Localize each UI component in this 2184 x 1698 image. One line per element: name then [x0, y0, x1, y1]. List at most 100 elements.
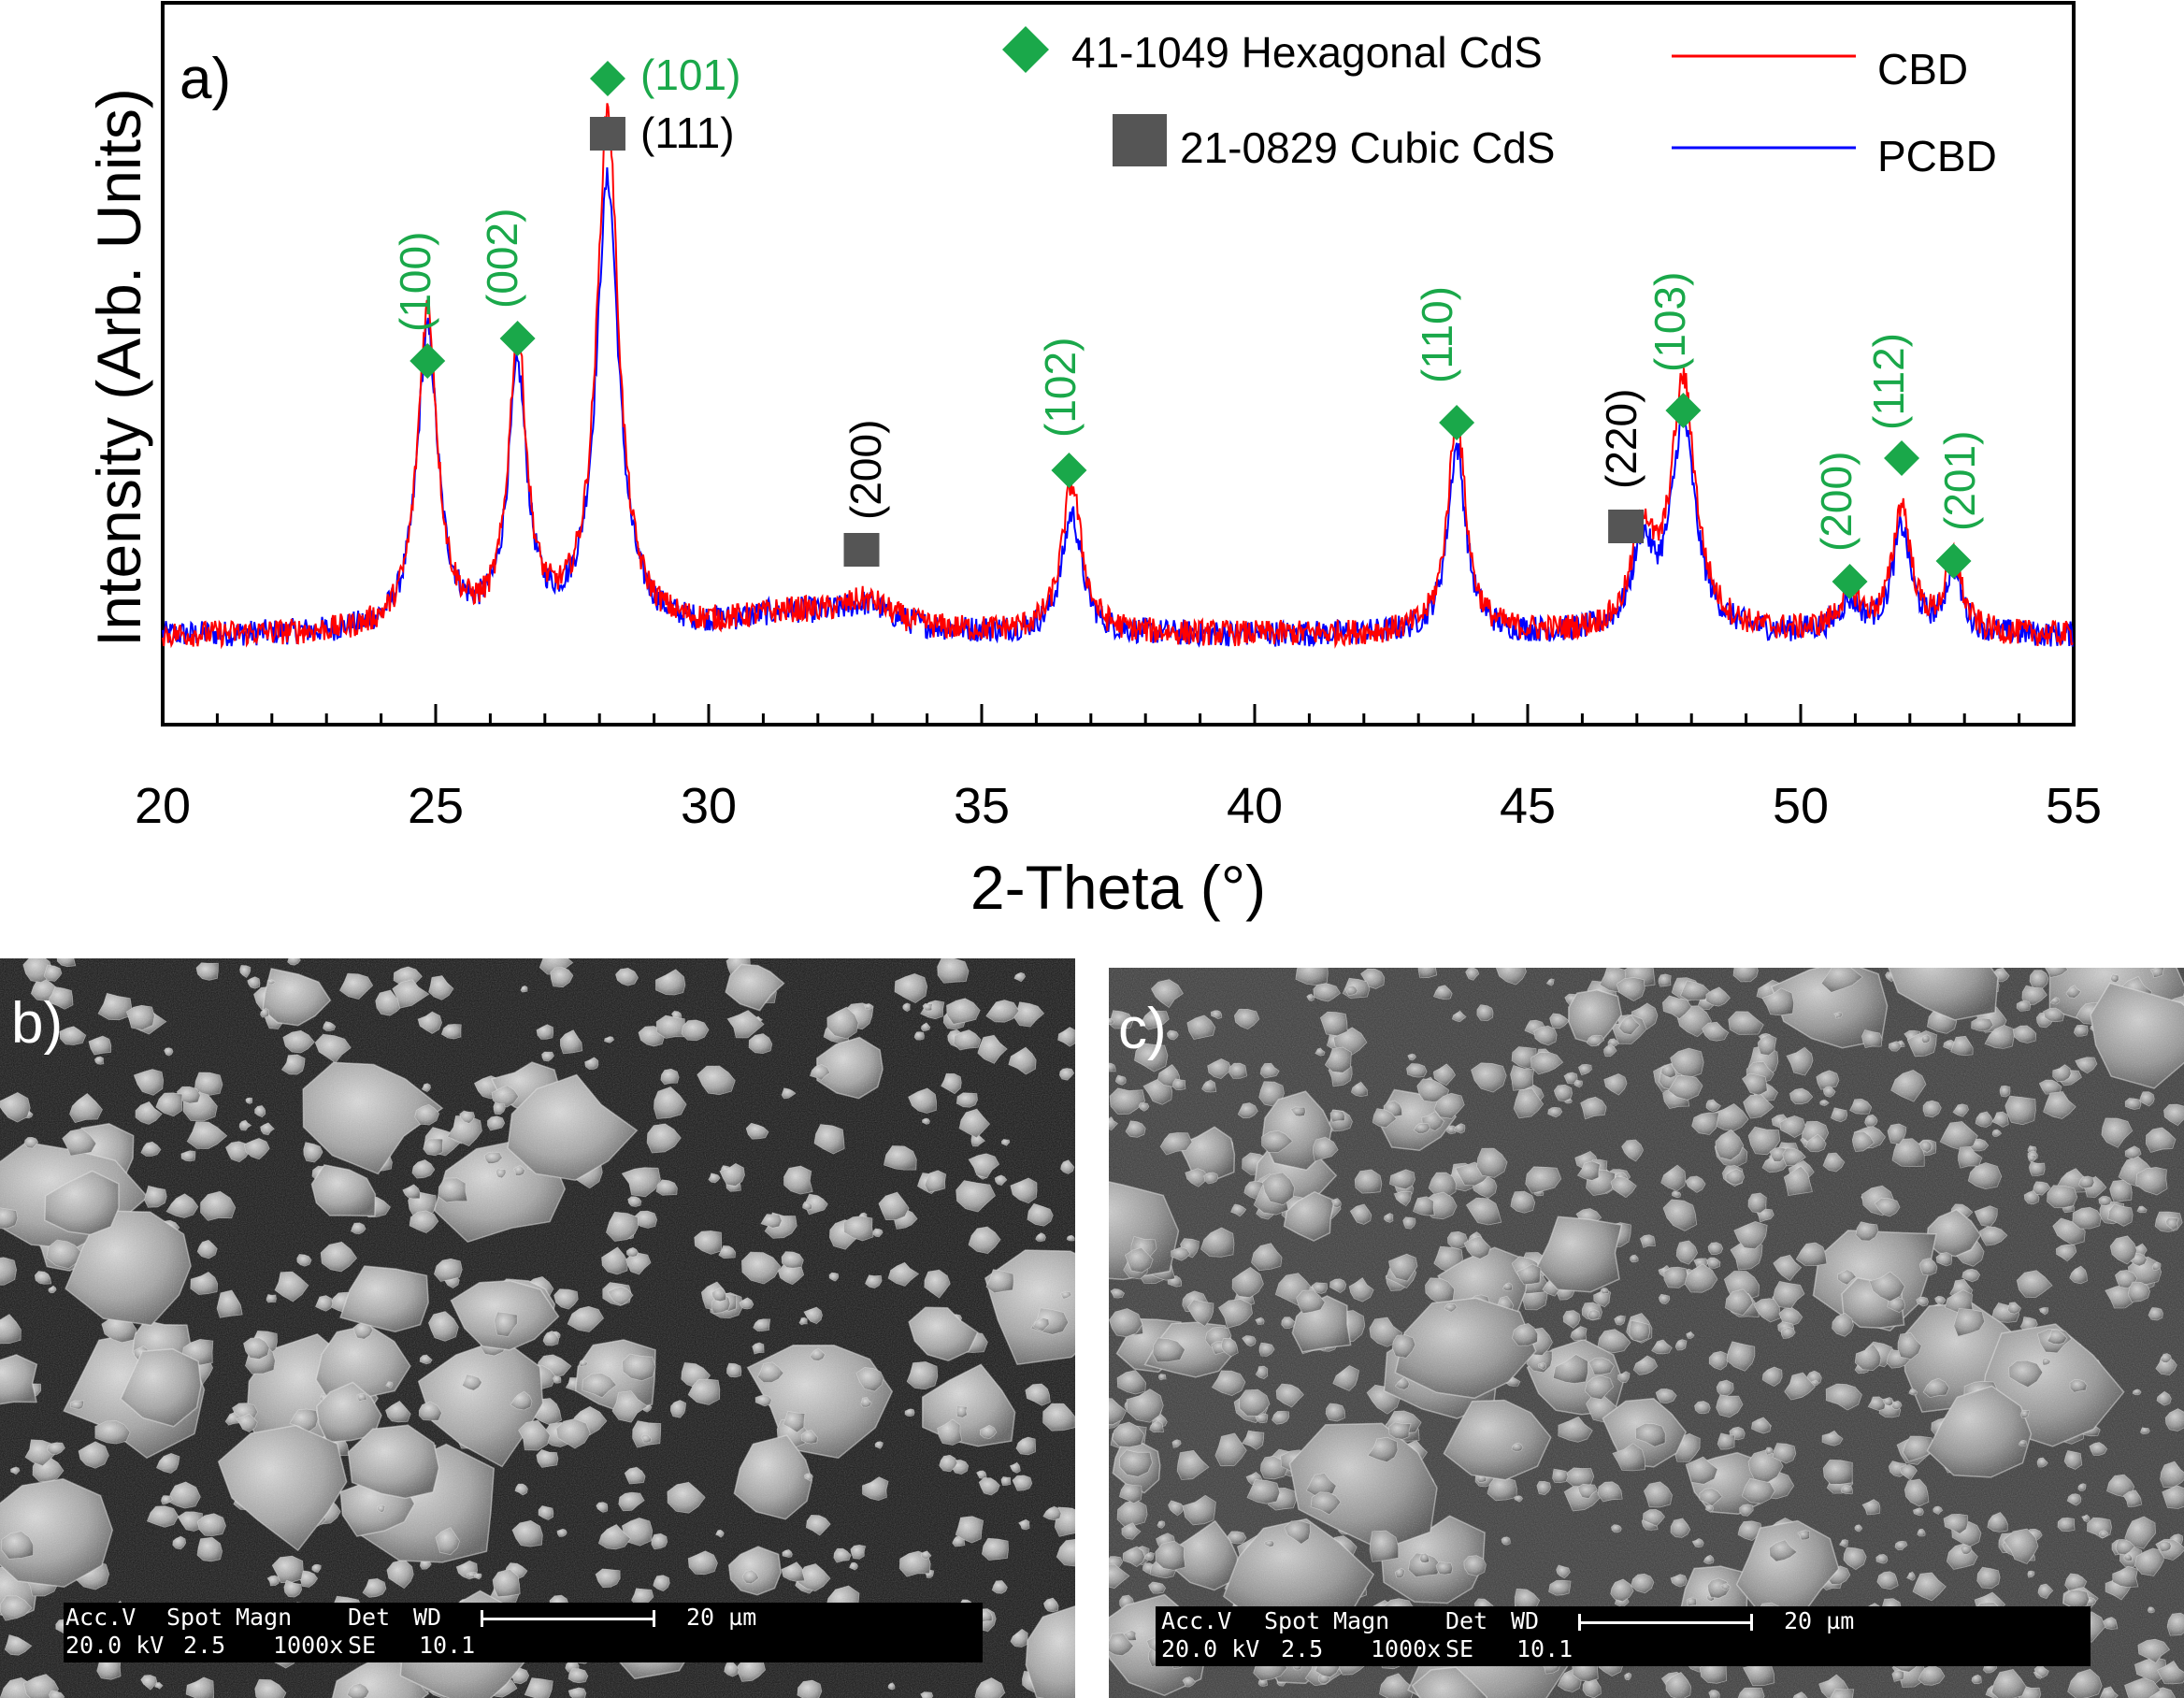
sem-particle — [1797, 1530, 1810, 1541]
sem-particle — [597, 1524, 631, 1550]
sem-particle — [186, 1121, 228, 1149]
sem-particle — [2016, 1270, 2053, 1298]
sem-particle — [1597, 1329, 1631, 1354]
sem-particle — [1552, 1468, 1569, 1484]
sem-particle — [1904, 1478, 1930, 1507]
sem-particle — [1354, 1169, 1383, 1194]
sem-particle — [2062, 1589, 2090, 1608]
sem-particle — [1822, 1086, 1836, 1098]
sem-particle — [274, 1271, 309, 1302]
sem-particle — [1018, 1518, 1030, 1531]
sem-particle — [2064, 1573, 2088, 1591]
sem-image-panel-c: c) Acc.V Spot Magn Det WD 20.0 kV 2.5 10… — [1109, 968, 2184, 1698]
sem-particle — [266, 979, 277, 986]
sem-particle — [1781, 1326, 1796, 1339]
sem-particle — [1588, 1357, 1615, 1375]
sem-particle — [556, 1528, 568, 1537]
sem-particle — [411, 1159, 436, 1179]
sem-particle — [1547, 1106, 1563, 1118]
reflection-label: (220) — [1597, 389, 1645, 489]
sem-particle — [2036, 1457, 2048, 1468]
sem-particle — [913, 1031, 925, 1041]
sem-particle — [1586, 1034, 1605, 1047]
sem-particle — [1967, 1162, 2003, 1190]
sem-particle — [1556, 1564, 1571, 1579]
sem-particle — [1262, 1172, 1295, 1206]
sem-particle — [1407, 1552, 1442, 1578]
sem-particle — [1176, 1449, 1210, 1480]
sem-particle — [1577, 1063, 1592, 1076]
sem-particle — [977, 1034, 1008, 1064]
series-cbd — [162, 103, 2074, 650]
sem-particle — [196, 1239, 218, 1259]
sem-particle — [1894, 1540, 1908, 1551]
sem-particle — [282, 1029, 315, 1054]
sem-particle — [1935, 1251, 1952, 1267]
databar-magn-header: Magn — [236, 1604, 293, 1631]
sem-particle — [243, 1137, 270, 1160]
sem-particle — [1725, 1168, 1746, 1186]
sem-particle — [607, 1286, 634, 1306]
sem-particle — [1283, 1190, 1335, 1242]
sem-particle — [310, 1163, 377, 1217]
sem-particle — [48, 1690, 65, 1698]
sem-particle — [920, 1550, 932, 1560]
sem-particle — [956, 1180, 996, 1213]
sem-particle — [0, 1314, 22, 1345]
x-tick-label: 30 — [681, 778, 737, 834]
sem-particle — [254, 1678, 287, 1698]
databar-magn-header: Magn — [1333, 1607, 1390, 1634]
databar-magn-value: 1000x — [1371, 1635, 1442, 1662]
sem-particle — [2136, 1205, 2148, 1214]
sem-particle — [2099, 1530, 2109, 1538]
sem-particle — [1324, 1046, 1352, 1073]
sem-particle — [1660, 1164, 1687, 1192]
sem-particle — [1655, 1389, 1677, 1404]
sem-particle — [94, 1420, 131, 1445]
sem-particle — [595, 1568, 621, 1589]
sem-particle — [1118, 1449, 1153, 1477]
sem-particle — [1795, 1242, 1828, 1267]
sem-particle — [1918, 1664, 1946, 1686]
sem-particle — [1960, 1544, 1973, 1555]
sem-particle — [2021, 985, 2048, 1006]
sem-particle — [1686, 1597, 1697, 1607]
sem-particle — [625, 1246, 639, 1258]
sem-particle — [1920, 1034, 1931, 1043]
hexagonal-marker-icon — [499, 321, 536, 356]
sem-particle — [1661, 995, 1692, 1019]
sem-particle — [356, 1392, 367, 1403]
sem-particle — [1446, 1125, 1457, 1134]
sem-particle — [1116, 1499, 1148, 1528]
sem-particle — [1779, 1115, 1806, 1138]
sem-particle — [1463, 1235, 1491, 1259]
sem-particle — [1109, 1398, 1128, 1426]
sem-particle — [2067, 1668, 2103, 1698]
series-group — [162, 103, 2074, 650]
sem-particle — [579, 1359, 588, 1367]
sem-particle — [2148, 1307, 2163, 1321]
sem-particle — [726, 1362, 742, 1378]
sem-particle — [1536, 1216, 1623, 1293]
reflection-label: (102) — [1036, 338, 1085, 438]
sem-particle — [1876, 1571, 1899, 1590]
sem-particle — [946, 998, 981, 1025]
sem-particle — [1732, 968, 1759, 983]
sem-particle — [920, 1691, 934, 1698]
sem-particle — [1887, 1123, 1907, 1145]
sem-particle — [2115, 1539, 2135, 1556]
sem-particle — [1171, 1246, 1191, 1261]
sem-particle — [1804, 1133, 1827, 1153]
hexagonal-marker-icon — [1665, 393, 1702, 428]
sem-particle — [2135, 1166, 2168, 1196]
databar-det-header: Det — [1445, 1607, 1488, 1634]
sem-particle — [320, 1241, 358, 1273]
sem-particle — [1255, 1317, 1265, 1325]
sem-particle — [1741, 1477, 1775, 1504]
sem-particle — [974, 1676, 1006, 1698]
sem-particle — [883, 1145, 917, 1171]
x-axis-ticks — [161, 704, 2076, 725]
sem-particle — [653, 1575, 670, 1592]
sem-particle — [1961, 1268, 1981, 1283]
sem-particle — [655, 1179, 678, 1196]
